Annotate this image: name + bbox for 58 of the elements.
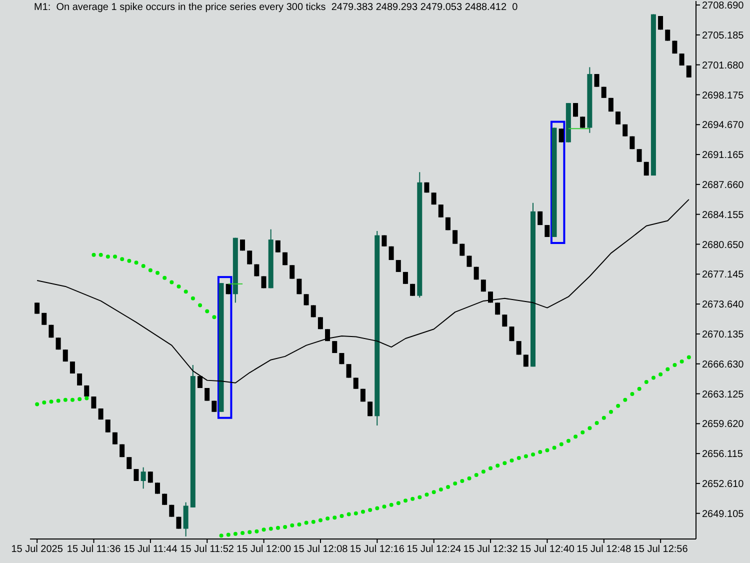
x-tick-label: 15 Jul 11:36 (66, 544, 122, 556)
candlestick (346, 364, 352, 378)
x-tick-label: 15 Jul 11:52 (180, 544, 234, 556)
candlestick (452, 230, 458, 244)
candlestick (636, 148, 642, 162)
x-tick-label: 15 Jul 12:56 (633, 544, 688, 556)
candlestick (594, 74, 600, 88)
y-tick-label: 2652.610 (702, 479, 744, 490)
x-tick-label: 15 Jul 12:32 (463, 544, 518, 556)
y-tick-label: 2680.650 (702, 240, 744, 251)
candlestick (665, 29, 670, 42)
candlestick (558, 128, 564, 143)
y-tick-label: 2705.185 (702, 30, 744, 42)
x-tick-label: 15 Jul 12:40 (520, 544, 575, 556)
y-tick-label: 2691.165 (702, 150, 744, 162)
candlestick (91, 396, 96, 409)
candlestick (509, 326, 514, 342)
y-tick-label: 2694.670 (702, 120, 744, 132)
y-tick-label: 2666.630 (702, 359, 744, 370)
y-tick-label: 2708.690 (702, 0, 744, 12)
chart-title: M1: On average 1 spike occurs in the price series every 300 ticks 2479.383 2489.293 2479.053 2488.412 0 (34, 2, 518, 13)
candlestick (544, 224, 550, 238)
x-tick-label: 15 Jul 12:08 (293, 544, 348, 556)
candlestick (686, 65, 692, 78)
candlestick (247, 250, 252, 265)
candlestick (34, 302, 40, 314)
y-tick-label: 2687.660 (702, 180, 744, 191)
y-tick-label: 2659.620 (702, 419, 744, 430)
y-tick-label: 2670.135 (702, 329, 744, 340)
x-tick-label: 15 Jul 11:44 (124, 544, 178, 556)
candlestick (396, 260, 401, 272)
candlestick (580, 116, 586, 128)
x-tick-label: 15 Jul 12:16 (350, 544, 405, 556)
candlestick (616, 111, 621, 125)
y-tick-label: 2677.145 (702, 270, 744, 281)
candlestick (658, 16, 664, 30)
x-tick-label: 15 Jul 12:24 (406, 544, 462, 556)
x-tick-label: 15 Jul 2025 (11, 544, 64, 556)
candlestick (105, 419, 110, 433)
candlestick (368, 401, 373, 417)
y-tick-label: 2701.680 (702, 60, 744, 72)
candlestick (154, 482, 160, 494)
candlestick (134, 468, 139, 482)
x-tick-label: 15 Jul 12:48 (576, 544, 632, 556)
y-tick-label: 2684.155 (702, 210, 744, 221)
candlestick (516, 340, 522, 356)
y-tick-label: 2656.115 (702, 449, 744, 460)
y-tick-label: 2698.175 (702, 90, 744, 102)
y-tick-label: 2663.125 (702, 389, 744, 400)
candlestick (70, 361, 75, 374)
y-tick-label: 2673.640 (702, 300, 744, 311)
candlestick (438, 204, 444, 218)
x-tick-label: 15 Jul 12:00 (236, 544, 292, 556)
candlestick (204, 387, 210, 402)
y-tick-label: 2649.105 (702, 508, 744, 520)
candlestick (140, 466, 146, 490)
candlestick (290, 264, 295, 280)
candlestick (183, 502, 188, 537)
